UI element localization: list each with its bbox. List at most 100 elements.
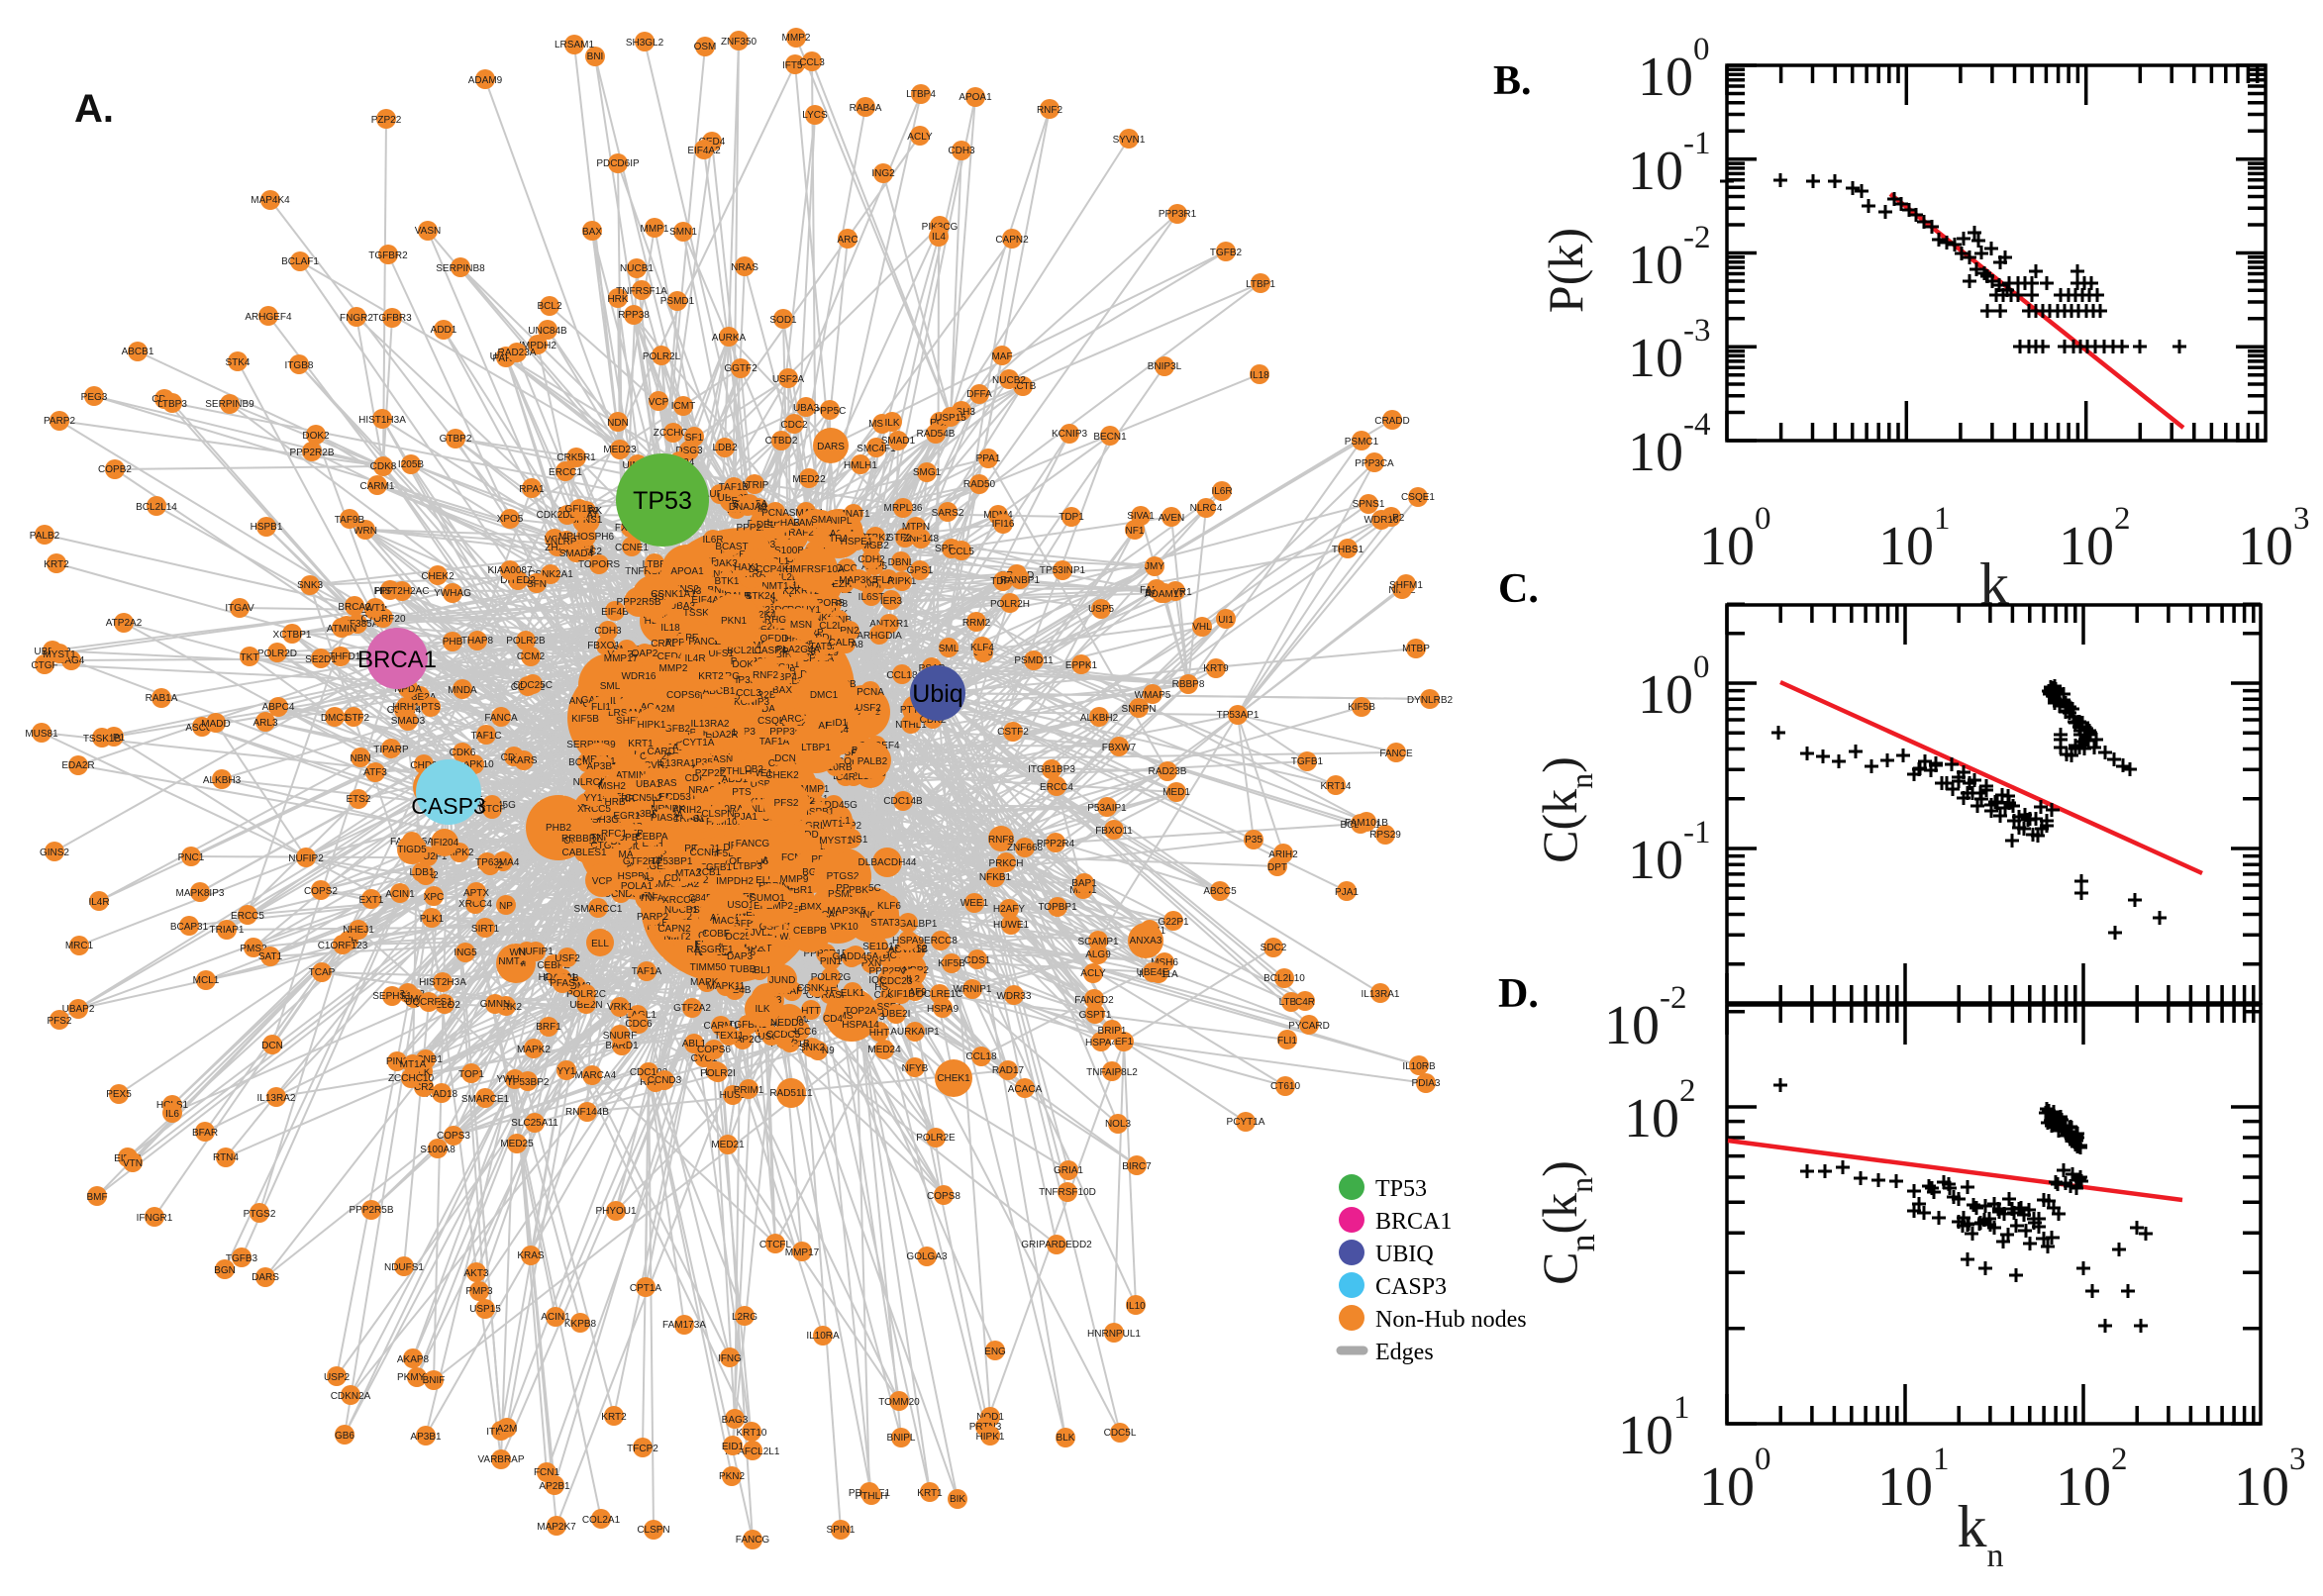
svg-text:MSN: MSN — [790, 620, 812, 631]
svg-text:CPT1A: CPT1A — [630, 1283, 662, 1294]
svg-text:PJA1: PJA1 — [734, 812, 758, 823]
svg-text:HUWE1: HUWE1 — [993, 920, 1030, 931]
svg-text:NOL3: NOL3 — [1105, 1119, 1132, 1130]
svg-text:USF2: USF2 — [555, 953, 580, 964]
svg-text:ILK: ILK — [884, 418, 899, 429]
svg-text:CDKN2A: CDKN2A — [331, 1391, 371, 1402]
svg-text:ARC: ARC — [780, 714, 801, 725]
svg-text:IFNGR1: IFNGR1 — [137, 1213, 173, 1224]
svg-text:ARHGDIA: ARHGDIA — [857, 631, 902, 642]
svg-text:GOLGA3: GOLGA3 — [906, 1251, 948, 1262]
svg-text:PALB2: PALB2 — [858, 756, 888, 767]
svg-text:SLC25A11: SLC25A11 — [511, 1118, 558, 1129]
svg-text:BNIF: BNIF — [423, 1375, 446, 1386]
svg-text:ARHGEF4: ARHGEF4 — [245, 312, 292, 323]
svg-text:PLK1: PLK1 — [420, 914, 445, 925]
svg-text:CLSPN: CLSPN — [701, 809, 734, 820]
svg-text:ALKBH2: ALKBH2 — [1080, 713, 1119, 724]
svg-text:MMP9: MMP9 — [780, 874, 809, 885]
svg-text:SML: SML — [939, 644, 960, 654]
svg-text:IL13RA1: IL13RA1 — [657, 758, 696, 769]
svg-text:BCL2: BCL2 — [537, 301, 561, 312]
svg-text:VRK1: VRK1 — [607, 1002, 634, 1013]
svg-text:ADD1: ADD1 — [431, 325, 457, 336]
svg-text:CAPN2: CAPN2 — [995, 235, 1029, 246]
svg-text:MMP2: MMP2 — [659, 663, 688, 674]
svg-text:RFC1: RFC1 — [601, 829, 628, 840]
svg-text:BAX: BAX — [772, 685, 792, 696]
svg-text:MADD: MADD — [201, 719, 230, 730]
svg-text:UBE4E: UBE4E — [1137, 967, 1169, 978]
svg-text:MED1: MED1 — [1162, 787, 1190, 798]
svg-text:UBA3: UBA3 — [793, 403, 820, 414]
svg-text:LDB2: LDB2 — [712, 443, 737, 453]
svg-text:HSPE1: HSPE1 — [841, 537, 873, 548]
svg-text:SAT1: SAT1 — [258, 951, 283, 962]
svg-text:NDUFS1: NDUFS1 — [384, 1262, 424, 1273]
svg-text:BFAR: BFAR — [192, 1128, 218, 1139]
svg-text:NUFIP2: NUFIP2 — [288, 853, 324, 864]
svg-text:USP5: USP5 — [1088, 604, 1115, 615]
svg-text:BNIP3L: BNIP3L — [1148, 361, 1182, 372]
svg-text:RAD23B: RAD23B — [1149, 766, 1187, 777]
svg-text:TDP1: TDP1 — [1059, 512, 1084, 523]
svg-text:PSMC1: PSMC1 — [1345, 437, 1379, 448]
svg-text:MCL1: MCL1 — [193, 975, 220, 986]
svg-text:PRIM1: PRIM1 — [734, 1085, 764, 1096]
svg-text:GRIA1: GRIA1 — [1054, 1165, 1083, 1176]
svg-text:CEBPB: CEBPB — [793, 926, 827, 937]
svg-text:RASGRF1: RASGRF1 — [686, 945, 734, 955]
svg-text:GGTF2: GGTF2 — [724, 363, 758, 374]
svg-text:HSPA14: HSPA14 — [842, 1020, 879, 1031]
svg-text:SCAMP1: SCAMP1 — [1077, 937, 1119, 948]
svg-text:BNI: BNI — [587, 51, 604, 62]
svg-text:ILK: ILK — [755, 1004, 769, 1015]
svg-text:ZNF350: ZNF350 — [721, 37, 758, 48]
svg-text:GTF2A2: GTF2A2 — [673, 1003, 711, 1014]
svg-text:YWHAG: YWHAG — [434, 588, 471, 599]
svg-text:HSPA9: HSPA9 — [892, 936, 924, 947]
svg-text:BAG3: BAG3 — [722, 1415, 749, 1426]
svg-text:IL18: IL18 — [660, 623, 680, 634]
svg-text:CCN5L2: CCN5L2 — [625, 793, 663, 804]
svg-text:MED21: MED21 — [711, 1140, 745, 1150]
svg-text:ABCC5: ABCC5 — [1203, 886, 1237, 897]
svg-text:C7ORF20: C7ORF20 — [360, 614, 405, 625]
svg-text:NBN: NBN — [350, 753, 370, 764]
svg-text:LDB1: LDB1 — [409, 867, 434, 878]
svg-text:NFKB1: NFKB1 — [979, 872, 1012, 883]
svg-text:BAP1: BAP1 — [1071, 878, 1097, 889]
svg-text:TIMM50: TIMM50 — [690, 962, 727, 973]
svg-text:RPA1: RPA1 — [519, 484, 545, 495]
svg-text:ALKBH3: ALKBH3 — [203, 775, 242, 786]
svg-text:NLRC4: NLRC4 — [1190, 503, 1223, 514]
svg-text:RAD23A: RAD23A — [498, 348, 537, 358]
svg-text:MRPL36: MRPL36 — [884, 503, 923, 514]
svg-text:CSQE1: CSQE1 — [1401, 492, 1435, 503]
svg-text:IL13RA2: IL13RA2 — [691, 719, 730, 730]
svg-text:JMY: JMY — [1145, 561, 1164, 572]
svg-text:AURKA: AURKA — [712, 333, 747, 344]
svg-text:POLR2G: POLR2G — [811, 972, 852, 983]
svg-text:IL4R: IL4R — [684, 653, 705, 664]
svg-text:C1ORF123: C1ORF123 — [318, 941, 368, 951]
svg-text:KLF6: KLF6 — [877, 901, 901, 912]
svg-text:BAX: BAX — [582, 227, 602, 238]
svg-text:CDS1: CDS1 — [964, 955, 991, 966]
svg-text:VARBRAP: VARBRAP — [477, 1454, 524, 1465]
svg-text:THAP8: THAP8 — [461, 636, 494, 647]
svg-text:DYNLRB2: DYNLRB2 — [1407, 695, 1454, 706]
svg-text:CCND3: CCND3 — [648, 1075, 682, 1086]
svg-text:BCAP31: BCAP31 — [170, 922, 209, 933]
svg-text:ADAM17: ADAM17 — [1145, 589, 1184, 600]
svg-text:TP53BP2: TP53BP2 — [507, 1077, 550, 1088]
svg-text:TP53INP1: TP53INP1 — [1040, 565, 1086, 576]
svg-text:POLR2L: POLR2L — [643, 351, 681, 362]
svg-text:USF2: USF2 — [856, 703, 881, 714]
svg-text:PIAS4: PIAS4 — [651, 813, 679, 824]
svg-text:GPS1: GPS1 — [907, 565, 934, 576]
svg-text:RAD50: RAD50 — [963, 479, 996, 490]
svg-text:EGR1: EGR1 — [613, 811, 641, 822]
svg-text:WDR16: WDR16 — [621, 671, 656, 682]
svg-text:PTS: PTS — [732, 787, 752, 798]
